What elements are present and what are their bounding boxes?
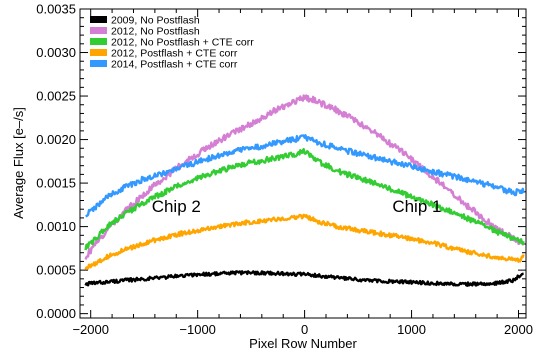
legend-label-1: 2012, No Postflash — [111, 26, 200, 38]
legend-swatch-1 — [90, 27, 107, 34]
annotation-1: Chip 1 — [392, 197, 441, 216]
ticks-layer: −2000 −1000 0 1000 2000 0.0000 0.0005 0.0010 0.0… — [36, 2, 533, 338]
legend-label-4: 2014, Postflash + CTE corr — [111, 59, 238, 71]
legend-label-0: 2009, No Postflash — [111, 15, 200, 27]
legend-swatch-3 — [90, 49, 107, 56]
series-line-3 — [84, 213, 525, 270]
y-tick-label-4: 0.0020 — [36, 132, 76, 147]
y-tick-label-1: 0.0005 — [36, 263, 76, 278]
y-tick-label-3: 0.0015 — [36, 176, 76, 191]
x-tick-label-3: 1000 — [397, 322, 426, 337]
x-tick-label-4: 2000 — [504, 322, 533, 337]
y-tick-label-0: 0.0000 — [36, 306, 76, 321]
legend-label-2: 2012, No Postflash + CTE corr — [111, 37, 254, 49]
legend-label-3: 2012, Postflash + CTE corr — [111, 48, 238, 60]
y-tick-label-6: 0.0030 — [36, 45, 76, 60]
series-line-1 — [84, 94, 525, 260]
y-tick-label-5: 0.0025 — [36, 89, 76, 104]
plot-frame — [79, 8, 527, 319]
x-tick-label-2: 0 — [301, 322, 308, 337]
y-tick-label-2: 0.0010 — [36, 219, 76, 234]
x-axis-title: Pixel Row Number — [249, 336, 357, 351]
series-layer — [84, 94, 525, 287]
y-tick-label-7: 0.0035 — [36, 2, 76, 17]
x-tick-label-0: −2000 — [72, 322, 109, 337]
legend-swatch-2 — [90, 38, 107, 45]
annotation-0: Chip 2 — [152, 197, 201, 216]
series-line-0 — [84, 270, 524, 287]
legend-swatch-4 — [90, 60, 107, 67]
annotations: Chip 2 Chip 1 — [152, 197, 442, 216]
y-axis-title: Average Flux [e–/s] — [11, 107, 26, 219]
legend-swatch-0 — [90, 16, 107, 23]
series-line-2 — [84, 147, 525, 251]
x-tick-label-1: −1000 — [179, 322, 216, 337]
series-line-4 — [85, 134, 525, 218]
